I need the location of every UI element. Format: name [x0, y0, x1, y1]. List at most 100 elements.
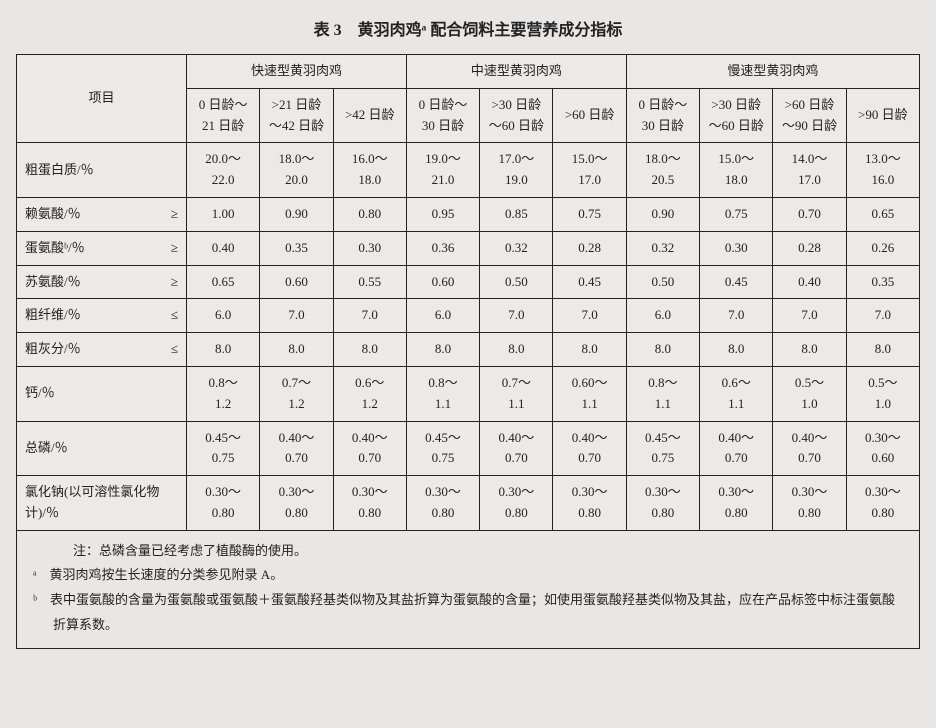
table-row: 蛋氨酸ᵇ/％≥0.400.350.300.360.320.280.320.300… — [17, 231, 920, 265]
data-cell: 7.0 — [333, 299, 406, 333]
data-cell: 0.90 — [260, 197, 333, 231]
footnote-a: ᵃ 黄羽肉鸡按生长速度的分类参见附录 A。 — [53, 563, 905, 588]
data-cell: 15.0～18.0 — [700, 143, 773, 198]
data-cell: 6.0 — [626, 299, 699, 333]
data-cell: 7.0 — [700, 299, 773, 333]
data-cell: 18.0～20.5 — [626, 143, 699, 198]
data-cell: 0.28 — [773, 231, 846, 265]
row-label: 粗蛋白质/％ — [17, 143, 187, 198]
data-cell: 0.32 — [480, 231, 553, 265]
data-cell: 0.50 — [626, 265, 699, 299]
data-cell: 8.0 — [553, 333, 626, 367]
data-cell: 0.70 — [773, 197, 846, 231]
data-cell: 0.35 — [260, 231, 333, 265]
row-label: 粗灰分/％≤ — [17, 333, 187, 367]
data-cell: 8.0 — [187, 333, 260, 367]
footnotes: 注：总磷含量已经考虑了植酸酶的使用。 ᵃ 黄羽肉鸡按生长速度的分类参见附录 A。… — [16, 531, 920, 649]
data-cell: 14.0～17.0 — [773, 143, 846, 198]
row-label: 总磷/％ — [17, 421, 187, 476]
data-cell: 0.8～1.1 — [406, 366, 479, 421]
sub-s4: >90 日龄 — [846, 88, 919, 143]
footnote-b: ᵇ 表中蛋氨酸的含量为蛋氨酸或蛋氨酸＋蛋氨酸羟基类似物及其盐折算为蛋氨酸的含量；… — [53, 588, 905, 637]
sub-m3: >60 日龄 — [553, 88, 626, 143]
data-cell: 8.0 — [626, 333, 699, 367]
data-cell: 8.0 — [333, 333, 406, 367]
data-cell: 0.35 — [846, 265, 919, 299]
data-cell: 0.50 — [480, 265, 553, 299]
sub-s1: 0 日龄～30 日龄 — [626, 88, 699, 143]
data-cell: 15.0～17.0 — [553, 143, 626, 198]
data-cell: 1.00 — [187, 197, 260, 231]
row-label: 蛋氨酸ᵇ/％≥ — [17, 231, 187, 265]
data-cell: 0.5～1.0 — [773, 366, 846, 421]
data-cell: 0.40～0.70 — [553, 421, 626, 476]
sub-m1: 0 日龄～30 日龄 — [406, 88, 479, 143]
table-row: 粗蛋白质/％20.0～22.018.0～20.016.0～18.019.0～21… — [17, 143, 920, 198]
data-cell: 0.60 — [406, 265, 479, 299]
data-cell: 0.6～1.1 — [700, 366, 773, 421]
table-row: 粗灰分/％≤8.08.08.08.08.08.08.08.08.08.0 — [17, 333, 920, 367]
table-row: 氯化钠(以可溶性氯化物计)/％0.30～0.800.30～0.800.30～0.… — [17, 476, 920, 531]
row-label: 钙/％ — [17, 366, 187, 421]
data-cell: 0.30～0.80 — [553, 476, 626, 531]
data-cell: 18.0～20.0 — [260, 143, 333, 198]
table-row: 苏氨酸/％≥0.650.600.550.600.500.450.500.450.… — [17, 265, 920, 299]
inequality-symbol: ≥ — [171, 238, 178, 259]
data-cell: 0.45 — [553, 265, 626, 299]
data-cell: 8.0 — [260, 333, 333, 367]
data-cell: 0.45～0.75 — [406, 421, 479, 476]
sub-s3: >60 日龄～90 日龄 — [773, 88, 846, 143]
data-cell: 0.30～0.80 — [260, 476, 333, 531]
data-cell: 0.30～0.80 — [846, 476, 919, 531]
data-cell: 19.0～21.0 — [406, 143, 479, 198]
data-cell: 0.85 — [480, 197, 553, 231]
inequality-symbol: ≥ — [171, 272, 178, 293]
row-label: 氯化钠(以可溶性氯化物计)/％ — [17, 476, 187, 531]
data-cell: 0.55 — [333, 265, 406, 299]
col-slow: 慢速型黄羽肉鸡 — [626, 55, 919, 89]
table-title: 表 3 黄羽肉鸡ᵃ 配合饲料主要营养成分指标 — [16, 16, 920, 40]
row-label: 赖氨酸/％≥ — [17, 197, 187, 231]
data-cell: 0.40～0.70 — [260, 421, 333, 476]
data-cell: 0.32 — [626, 231, 699, 265]
data-cell: 7.0 — [553, 299, 626, 333]
data-cell: 0.28 — [553, 231, 626, 265]
inequality-symbol: ≥ — [171, 204, 178, 225]
data-cell: 0.30～0.80 — [187, 476, 260, 531]
data-cell: 0.40 — [773, 265, 846, 299]
data-cell: 0.60 — [260, 265, 333, 299]
data-cell: 0.40～0.70 — [333, 421, 406, 476]
data-cell: 0.7～1.1 — [480, 366, 553, 421]
col-fast: 快速型黄羽肉鸡 — [187, 55, 407, 89]
data-cell: 0.90 — [626, 197, 699, 231]
data-cell: 0.65 — [846, 197, 919, 231]
table-row: 总磷/％0.45～0.750.40～0.700.40～0.700.45～0.75… — [17, 421, 920, 476]
data-cell: 0.30 — [333, 231, 406, 265]
data-cell: 0.80 — [333, 197, 406, 231]
data-cell: 0.30 — [700, 231, 773, 265]
data-cell: 0.26 — [846, 231, 919, 265]
sub-f3: >42 日龄 — [333, 88, 406, 143]
data-cell: 0.60～1.1 — [553, 366, 626, 421]
data-cell: 0.6～1.2 — [333, 366, 406, 421]
data-cell: 7.0 — [773, 299, 846, 333]
data-cell: 0.30～0.80 — [773, 476, 846, 531]
data-cell: 7.0 — [480, 299, 553, 333]
data-cell: 8.0 — [700, 333, 773, 367]
data-cell: 8.0 — [480, 333, 553, 367]
data-cell: 0.40 — [187, 231, 260, 265]
data-cell: 0.40～0.70 — [773, 421, 846, 476]
footnote-heading: 注：总磷含量已经考虑了植酸酶的使用。 — [53, 539, 905, 564]
sub-f1: 0 日龄～21 日龄 — [187, 88, 260, 143]
table-row: 钙/％0.8～1.20.7～1.20.6～1.20.8～1.10.7～1.10.… — [17, 366, 920, 421]
data-cell: 6.0 — [406, 299, 479, 333]
data-cell: 16.0～18.0 — [333, 143, 406, 198]
inequality-symbol: ≤ — [171, 339, 178, 360]
sub-m2: >30 日龄～60 日龄 — [480, 88, 553, 143]
sub-s2: >30 日龄～60 日龄 — [700, 88, 773, 143]
data-cell: 0.36 — [406, 231, 479, 265]
header-row-1: 项目 快速型黄羽肉鸡 中速型黄羽肉鸡 慢速型黄羽肉鸡 — [17, 55, 920, 89]
data-cell: 0.30～0.60 — [846, 421, 919, 476]
data-cell: 0.65 — [187, 265, 260, 299]
table-row: 粗纤维/％≤6.07.07.06.07.07.06.07.07.07.0 — [17, 299, 920, 333]
